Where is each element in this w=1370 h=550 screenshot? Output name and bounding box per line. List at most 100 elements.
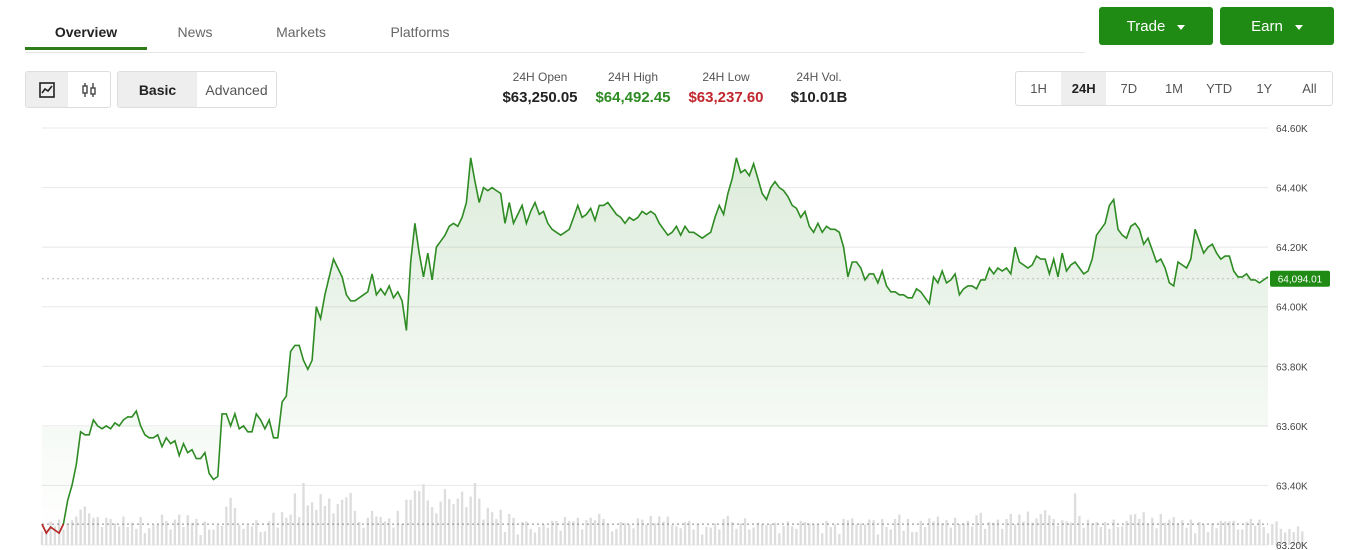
volume-bar [430, 507, 434, 545]
line-chart-button[interactable] [26, 72, 68, 107]
stat-volume: 24H Vol. $10.01B [774, 70, 864, 106]
volume-bar [315, 509, 318, 545]
candlestick-button[interactable] [68, 72, 110, 107]
tab-news[interactable]: News [177, 24, 213, 40]
volume-bar [538, 527, 541, 545]
line-chart-icon [39, 81, 55, 98]
grid-lines [42, 127, 1268, 546]
tab-overview[interactable]: Overview [25, 0, 147, 50]
volume-bar [949, 527, 952, 545]
volume-bar [512, 517, 515, 545]
stat-open-label: 24H Open [512, 70, 568, 84]
volume-bar [353, 510, 357, 545]
volume-bar [323, 505, 327, 545]
volume-bar [1129, 514, 1132, 545]
price-chart[interactable]: 64.60K 64.40K 64.20K 64.00K 63.80K 63.60K 63.4… [0, 110, 1370, 550]
advanced-view-button[interactable]: Advanced [205, 81, 268, 98]
tab-platforms[interactable]: Platforms [390, 24, 450, 40]
volume-bar [169, 529, 172, 545]
volume-bar [576, 517, 580, 545]
range-1y[interactable]: 1Y [1256, 81, 1273, 96]
basic-view-button[interactable]: Basic [118, 72, 197, 107]
volume-bar [1262, 527, 1265, 545]
volume-bar [709, 527, 712, 545]
volume-bar [276, 527, 279, 545]
volume-bar [130, 522, 134, 545]
volume-bar [409, 499, 412, 545]
volume-bar [786, 521, 790, 545]
volume-bar [122, 516, 125, 545]
volume-bar [1176, 523, 1180, 545]
volume-bar [358, 522, 361, 545]
volume-bar [958, 523, 961, 545]
volume-bar [87, 513, 91, 545]
volume-bar [1258, 519, 1261, 545]
volume-bar [1022, 521, 1025, 545]
volume-bar [816, 523, 820, 545]
volume-bar [585, 520, 588, 545]
volume-bar [752, 527, 755, 545]
volume-bar [246, 525, 249, 545]
volume-bar [499, 509, 502, 545]
volume-bar [855, 524, 858, 545]
volume-bar [62, 529, 65, 545]
range-ytd[interactable]: YTD [1206, 81, 1233, 96]
volume-bar [1108, 528, 1111, 545]
volume-bar [53, 526, 57, 545]
volume-bar [250, 526, 254, 545]
volume-bar [375, 516, 378, 545]
volume-bar [1189, 519, 1193, 545]
volume-bar [1048, 515, 1051, 545]
volume-bar [126, 527, 129, 545]
volume-bar [730, 522, 734, 545]
volume-bar [259, 531, 262, 545]
volume-bar [143, 533, 147, 545]
volume-bar [1031, 522, 1034, 545]
volume-bar [1091, 523, 1094, 545]
volume-bar [1296, 526, 1300, 545]
volume-bar [572, 521, 575, 545]
volume-bar [96, 517, 99, 545]
volume-bar [75, 516, 78, 545]
volume-bar [1001, 528, 1004, 545]
trade-button[interactable]: Trade [1099, 7, 1213, 45]
volume-bar [791, 526, 794, 545]
range-24h[interactable]: 24H [1061, 72, 1107, 105]
range-1h[interactable]: 1H [1030, 81, 1047, 96]
volume-bar [340, 499, 344, 545]
volume-bar [1245, 522, 1248, 545]
volume-bar [683, 522, 687, 545]
volume-bar [829, 527, 832, 545]
volume-bar [919, 520, 922, 545]
range-1m[interactable]: 1M [1164, 81, 1184, 96]
stat-high-label: 24H High [607, 70, 659, 84]
earn-button[interactable]: Earn [1220, 7, 1334, 45]
volume-bar [662, 521, 665, 545]
volume-bar [229, 497, 232, 545]
volume-bar [1065, 521, 1068, 545]
tab-markets[interactable]: Markets [276, 24, 326, 40]
volume-bar [439, 501, 442, 545]
volume-bar [285, 517, 288, 545]
volume-bar [268, 521, 271, 545]
volume-bar [563, 517, 567, 545]
volume-bar [868, 519, 871, 545]
volume-bar [718, 529, 721, 545]
volume-bar [160, 514, 164, 545]
volume-bar [40, 531, 44, 545]
volume-bar [349, 492, 352, 545]
volume-bar [670, 525, 674, 545]
trade-button-label: Trade [1126, 17, 1166, 35]
volume-bar [769, 523, 772, 545]
volume-bar [1249, 518, 1253, 545]
range-7d[interactable]: 7D [1120, 81, 1138, 96]
stat-low-label: 24H Low [702, 70, 750, 84]
volume-bar [782, 525, 785, 545]
volume-bar [996, 519, 1000, 545]
volume-bar [615, 528, 618, 545]
volume-bar [1223, 521, 1227, 545]
volume-bar [1155, 528, 1158, 545]
range-all[interactable]: All [1302, 81, 1317, 96]
volume-bar [550, 520, 554, 545]
volume-bar [280, 512, 284, 545]
